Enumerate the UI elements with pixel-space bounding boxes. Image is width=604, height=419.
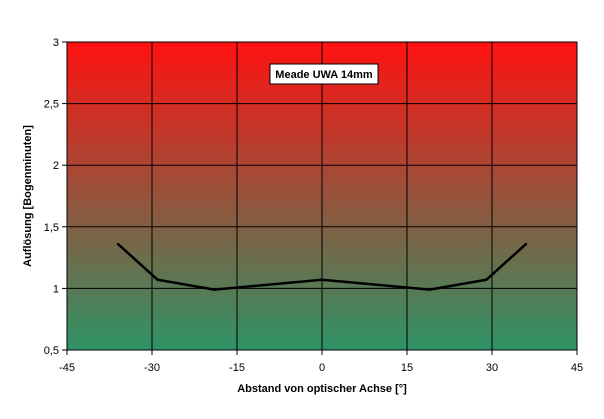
y-tick-label: 1,5	[44, 222, 59, 234]
x-tick-label: 15	[401, 362, 413, 374]
x-tick-label: 30	[486, 362, 498, 374]
y-tick-labels: 0,5 1 1,5 2 2,5 3	[44, 37, 59, 357]
y-tick-label: 3	[53, 37, 59, 49]
data-point	[320, 278, 324, 281]
data-point	[428, 288, 431, 291]
y-axis-title: Auflösung [Bogenminuten]	[22, 125, 34, 267]
x-tick-label: 45	[571, 362, 583, 374]
legend: Meade UWA 14mm	[269, 63, 379, 85]
legend-label: Meade UWA 14mm	[275, 69, 373, 81]
x-tick-label: -15	[229, 362, 245, 374]
x-tick-label: -45	[59, 362, 75, 374]
y-tick-label: 2	[53, 160, 59, 172]
y-tick-label: 2,5	[44, 99, 59, 111]
data-point	[485, 278, 488, 281]
x-axis-title: Abstand von optischer Achse [°]	[237, 383, 407, 395]
data-point	[116, 242, 120, 246]
data-point	[213, 288, 216, 291]
y-tick-label: 0,5	[44, 345, 59, 357]
x-tick-labels: -45 -30 -15 0 15 30 45	[59, 362, 583, 374]
x-tick-label: -30	[144, 362, 160, 374]
data-point	[524, 242, 528, 246]
legend-box	[269, 63, 379, 85]
x-tick-label: 0	[319, 362, 325, 374]
tick-marks	[62, 41, 578, 355]
data-point	[156, 278, 159, 281]
y-tick-label: 1	[53, 283, 59, 295]
series-group	[116, 242, 528, 291]
